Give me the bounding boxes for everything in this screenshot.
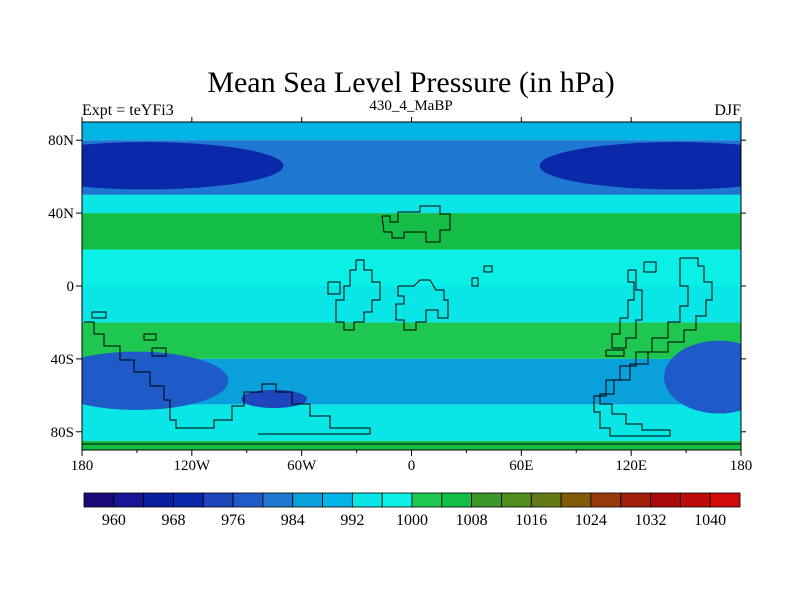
coastlines <box>82 205 741 445</box>
coastline <box>327 281 341 295</box>
left-label: Expt = teYFi3 <box>82 102 174 119</box>
colorbar-swatch <box>471 492 502 508</box>
colorbar-label: 1016 <box>515 512 547 529</box>
y-tick-label: 40S <box>51 352 74 368</box>
center-label: 430_4_MaBP <box>369 98 452 114</box>
y-tick-label: 0 <box>67 279 75 295</box>
colorbar-swatch <box>232 492 264 508</box>
colorbar-label: 1024 <box>575 512 607 529</box>
x-tick-label: 60E <box>509 458 533 474</box>
coastline <box>471 277 479 287</box>
colorbar-label: 984 <box>281 512 305 529</box>
coastline <box>151 347 167 357</box>
colorbar-swatch <box>173 492 204 508</box>
pressure-band <box>82 440 741 450</box>
colorbar-swatch <box>650 492 681 508</box>
colorbar-label: 960 <box>102 512 126 529</box>
pressure-feature-subtropical-high-west <box>91 216 348 246</box>
pressure-band <box>82 286 741 323</box>
colorbar-label: 992 <box>340 512 364 529</box>
coastline <box>605 349 625 357</box>
pressure-band <box>82 194 741 214</box>
x-axis: 180 120W 60W 0 60E 120E 180 <box>71 117 753 474</box>
colorbar-swatch <box>441 492 473 508</box>
colorbar-label: 1040 <box>694 512 726 529</box>
coastline <box>381 205 451 243</box>
colorbar-swatch <box>83 492 115 508</box>
x-tick-label: 180 <box>71 458 94 474</box>
pressure-band <box>82 122 741 141</box>
colorbar-swatch <box>620 492 651 508</box>
pressure-feature-north-low-west <box>82 142 284 190</box>
colorbar-label: 976 <box>221 512 245 529</box>
coastline <box>483 265 493 273</box>
x-tick-label: 180 <box>730 458 753 474</box>
colorbar-swatch <box>143 492 174 508</box>
colorbar-swatch <box>501 492 532 508</box>
pressure-feature-subtropical-high-east <box>594 218 741 245</box>
x-tick-label: 60W <box>287 458 317 474</box>
colorbar-swatch <box>381 492 413 508</box>
colorbar-label: 1032 <box>635 512 667 529</box>
colorbar-label: 1008 <box>456 512 488 529</box>
y-tick-label: 80S <box>51 425 74 441</box>
colorbar-swatch <box>709 492 741 508</box>
coastline <box>395 279 449 331</box>
colorbar-swatch <box>560 492 592 508</box>
x-tick-label: 120E <box>615 458 647 474</box>
coastline <box>643 261 657 273</box>
chart-title: Mean Sea Level Pressure (in hPa) <box>207 66 614 99</box>
colorbar-label: 1000 <box>396 512 428 529</box>
colorbar-swatch <box>262 492 294 508</box>
colorbar-swatch <box>113 492 145 508</box>
x-tick-label: 120W <box>173 458 211 474</box>
pressure-field <box>82 122 741 450</box>
colorbar-swatch <box>679 492 711 508</box>
pressure-feature-southern-low-east <box>664 340 741 414</box>
coastline <box>335 259 381 331</box>
coastline <box>593 257 713 437</box>
pressure-band <box>82 404 741 441</box>
colorbar-swatch <box>530 492 562 508</box>
colorbar-swatch <box>590 492 622 508</box>
pressure-band <box>82 249 741 286</box>
coastline <box>84 321 371 435</box>
coastline <box>611 269 643 349</box>
x-tick-label: 0 <box>408 458 416 474</box>
colorbar-swatch <box>292 492 323 508</box>
pressure-band <box>82 322 741 359</box>
y-axis: 80N 40N 0 40S 80S <box>48 133 746 441</box>
colorbar-swatch <box>351 492 383 508</box>
y-tick-label: 40N <box>48 206 74 222</box>
colorbar-swatch <box>322 492 353 508</box>
colorbar-swatch <box>202 492 234 508</box>
pressure-feature-north-low-east <box>539 142 741 190</box>
colorbar: 960 968 976 984 992 1000 1008 1016 1024 1032 1040 <box>83 492 741 529</box>
colorbar-swatch <box>411 492 443 508</box>
y-tick-label: 80N <box>48 133 74 149</box>
right-label: DJF <box>714 102 741 119</box>
coastline <box>91 311 107 319</box>
pressure-feature-southern-low-mid <box>241 389 308 409</box>
pressure-feature-southern-low-west <box>82 351 229 410</box>
coastline <box>143 333 157 341</box>
colorbar-label: 968 <box>161 512 185 529</box>
